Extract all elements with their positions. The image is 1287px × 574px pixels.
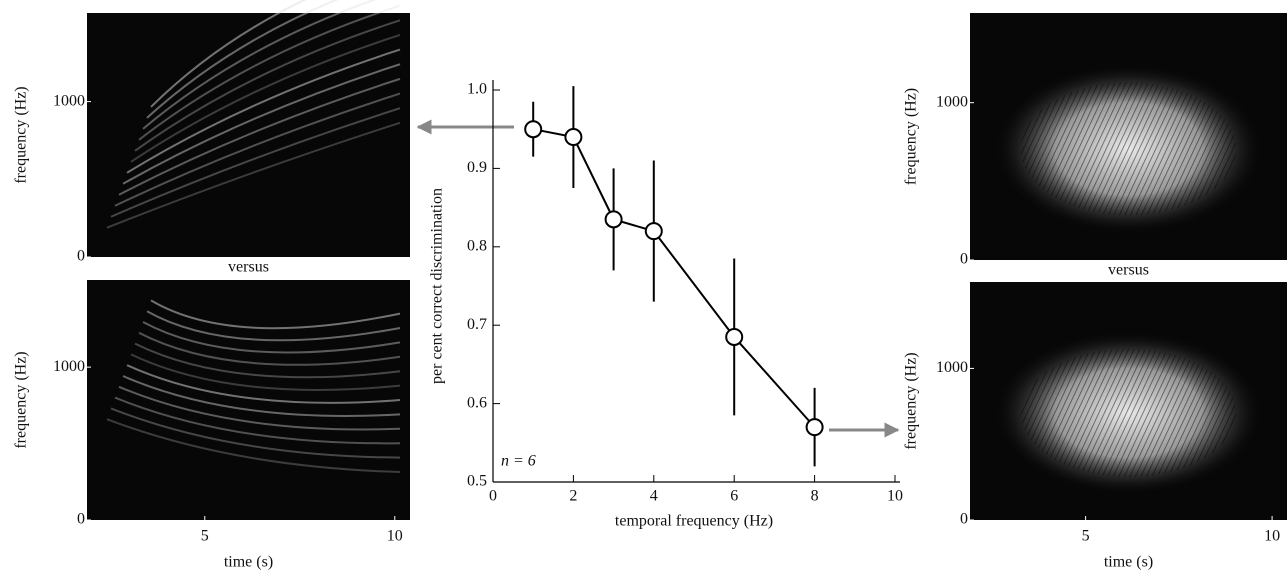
x-tick-label: 6 [730,488,738,505]
y-axis-label: frequency (Hz) [13,86,30,183]
spectral-band [110,107,401,218]
x-tick-label: 0 [489,488,497,505]
spectral-texture [1020,348,1237,478]
spectral-band [134,342,401,379]
y-tick-label: 1.0 [467,81,487,98]
spectral-band [142,0,377,130]
y-tick-label: 0.7 [467,316,487,333]
y-tick-label: 0.6 [467,394,487,411]
y-tick-label: 0.9 [467,159,487,176]
x-axis-label: time (s) [224,554,273,571]
spectral-band [130,34,401,163]
spectral-band [110,407,401,459]
y-tick-label: 0.5 [467,473,487,490]
data-point [805,418,824,437]
y-axis-label: per cent correct discrimination [429,188,446,384]
spectral-band [150,299,401,330]
spectral-band [126,48,401,174]
spectral-band [122,63,401,185]
y-tick-label: 0 [960,511,968,528]
x-tick-label: 5 [1082,528,1090,545]
spectral-band [122,375,401,417]
y-axis-label: frequency (Hz) [903,88,920,185]
x-tick-label: 5 [201,528,209,545]
x-axis-label: time (s) [1104,554,1153,571]
data-point [644,222,663,241]
spectral-band [118,385,401,431]
separator-label: versus [228,259,269,276]
spectral-band [138,4,401,141]
spectral-band [146,310,401,342]
spectral-band [106,121,401,229]
spectrogram [87,280,410,520]
separator-label: versus [1108,262,1149,279]
data-point [725,327,744,346]
spectral-band [130,353,401,391]
spectral-band [142,321,401,354]
data-point [564,128,583,147]
spectral-band [150,0,307,108]
annotation: n = 6 [501,453,536,470]
x-tick-label: 2 [569,488,577,505]
x-tick-label: 10 [887,488,903,505]
x-tick-label: 10 [387,528,403,545]
x-tick-label: 10 [1264,528,1280,545]
spectrogram [87,13,410,257]
spectral-band [114,396,401,445]
spectral-band [106,418,401,473]
y-tick-label: 1000 [53,92,85,109]
spectral-band [126,364,401,404]
spectral-band [134,19,401,152]
x-axis-label: temporal frequency (Hz) [615,513,773,530]
y-tick-label: 0.8 [467,237,487,254]
y-tick-label: 1000 [936,93,968,110]
y-tick-label: 0 [77,248,85,265]
data-point [604,210,623,229]
y-tick-label: 0 [960,251,968,268]
data-line [533,128,816,428]
x-tick-label: 8 [811,488,819,505]
spectral-band [118,77,401,196]
spectral-band [146,0,339,119]
y-axis-label: frequency (Hz) [13,351,30,448]
spectral-texture [1020,82,1237,216]
y-tick-label: 0 [77,511,85,528]
spectral-band [138,331,401,366]
data-point [524,120,543,139]
y-axis-label: frequency (Hz) [903,352,920,449]
x-tick-label: 4 [650,488,658,505]
spectral-band [114,92,401,207]
y-tick-label: 1000 [53,358,85,375]
y-tick-label: 1000 [936,359,968,376]
